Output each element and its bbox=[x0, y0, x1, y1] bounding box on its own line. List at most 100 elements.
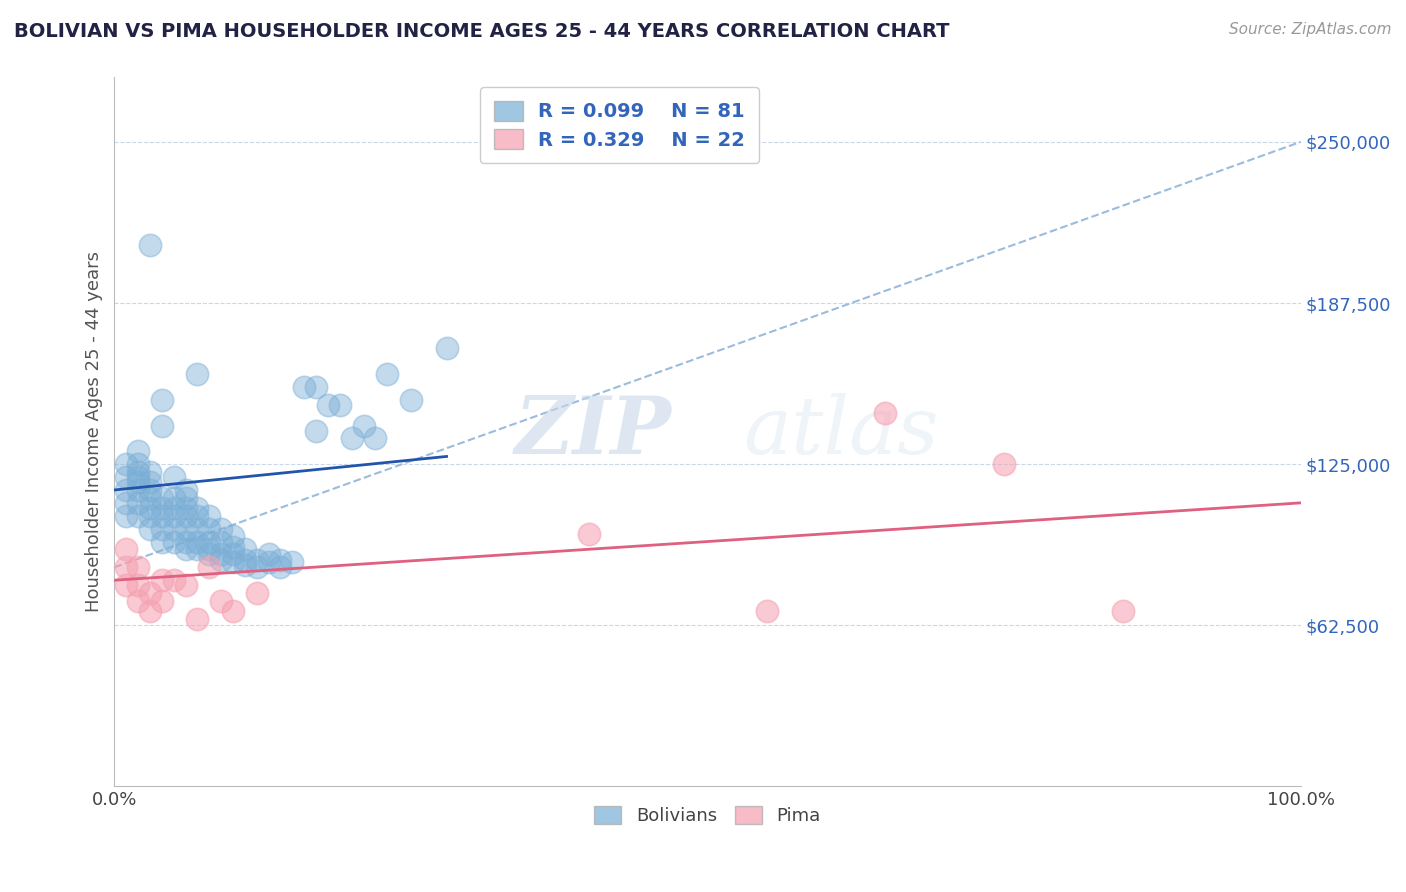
Point bbox=[139, 508, 162, 523]
Point bbox=[174, 483, 197, 497]
Point bbox=[174, 508, 197, 523]
Point bbox=[163, 534, 186, 549]
Point bbox=[198, 508, 221, 523]
Point bbox=[150, 594, 173, 608]
Point bbox=[127, 475, 149, 490]
Point bbox=[353, 418, 375, 433]
Point bbox=[115, 560, 138, 574]
Point bbox=[233, 542, 256, 557]
Point bbox=[269, 560, 291, 574]
Point bbox=[186, 508, 208, 523]
Point bbox=[1112, 604, 1135, 618]
Point bbox=[115, 483, 138, 497]
Point bbox=[186, 522, 208, 536]
Point bbox=[578, 526, 600, 541]
Text: Source: ZipAtlas.com: Source: ZipAtlas.com bbox=[1229, 22, 1392, 37]
Point bbox=[222, 604, 245, 618]
Point bbox=[163, 470, 186, 484]
Point bbox=[198, 534, 221, 549]
Point bbox=[127, 578, 149, 592]
Text: atlas: atlas bbox=[744, 393, 938, 471]
Point bbox=[209, 522, 232, 536]
Point bbox=[269, 552, 291, 566]
Point bbox=[150, 573, 173, 587]
Point bbox=[127, 496, 149, 510]
Text: BOLIVIAN VS PIMA HOUSEHOLDER INCOME AGES 25 - 44 YEARS CORRELATION CHART: BOLIVIAN VS PIMA HOUSEHOLDER INCOME AGES… bbox=[14, 22, 949, 41]
Point bbox=[174, 491, 197, 505]
Point bbox=[755, 604, 778, 618]
Point bbox=[292, 380, 315, 394]
Text: ZIP: ZIP bbox=[515, 393, 672, 471]
Point bbox=[329, 398, 352, 412]
Point bbox=[399, 392, 422, 407]
Point bbox=[375, 367, 398, 381]
Point bbox=[198, 542, 221, 557]
Point bbox=[316, 398, 339, 412]
Point bbox=[198, 548, 221, 562]
Point bbox=[222, 529, 245, 543]
Point bbox=[163, 501, 186, 516]
Y-axis label: Householder Income Ages 25 - 44 years: Householder Income Ages 25 - 44 years bbox=[86, 252, 103, 613]
Point bbox=[257, 555, 280, 569]
Point bbox=[209, 548, 232, 562]
Point bbox=[150, 508, 173, 523]
Point bbox=[257, 548, 280, 562]
Point bbox=[139, 475, 162, 490]
Point bbox=[222, 548, 245, 562]
Point bbox=[115, 508, 138, 523]
Point bbox=[875, 406, 897, 420]
Point bbox=[139, 604, 162, 618]
Point bbox=[139, 238, 162, 252]
Point bbox=[139, 465, 162, 479]
Point bbox=[209, 594, 232, 608]
Point bbox=[139, 586, 162, 600]
Point bbox=[186, 367, 208, 381]
Point bbox=[233, 558, 256, 572]
Point bbox=[115, 578, 138, 592]
Point bbox=[222, 540, 245, 554]
Point bbox=[163, 522, 186, 536]
Point bbox=[186, 542, 208, 557]
Point bbox=[163, 508, 186, 523]
Point bbox=[209, 552, 232, 566]
Point bbox=[174, 501, 197, 516]
Point bbox=[139, 501, 162, 516]
Point bbox=[150, 392, 173, 407]
Point bbox=[150, 491, 173, 505]
Point bbox=[163, 491, 186, 505]
Legend: Bolivians, Pima: Bolivians, Pima bbox=[585, 797, 830, 834]
Point bbox=[305, 380, 328, 394]
Point bbox=[233, 552, 256, 566]
Point bbox=[150, 534, 173, 549]
Point bbox=[340, 431, 363, 445]
Point bbox=[127, 483, 149, 497]
Point bbox=[139, 491, 162, 505]
Point bbox=[281, 555, 304, 569]
Point bbox=[993, 457, 1015, 471]
Point bbox=[436, 341, 458, 355]
Point bbox=[115, 496, 138, 510]
Point bbox=[127, 560, 149, 574]
Point bbox=[150, 522, 173, 536]
Point bbox=[174, 542, 197, 557]
Point bbox=[139, 483, 162, 497]
Point bbox=[174, 534, 197, 549]
Point bbox=[246, 552, 269, 566]
Point bbox=[150, 418, 173, 433]
Point bbox=[186, 501, 208, 516]
Point bbox=[186, 534, 208, 549]
Point bbox=[127, 508, 149, 523]
Point bbox=[198, 522, 221, 536]
Point bbox=[163, 573, 186, 587]
Point bbox=[246, 560, 269, 574]
Point bbox=[115, 457, 138, 471]
Point bbox=[127, 465, 149, 479]
Point bbox=[139, 522, 162, 536]
Point bbox=[174, 578, 197, 592]
Point bbox=[209, 534, 232, 549]
Point bbox=[222, 555, 245, 569]
Point bbox=[364, 431, 387, 445]
Point bbox=[305, 424, 328, 438]
Point bbox=[115, 470, 138, 484]
Point bbox=[198, 560, 221, 574]
